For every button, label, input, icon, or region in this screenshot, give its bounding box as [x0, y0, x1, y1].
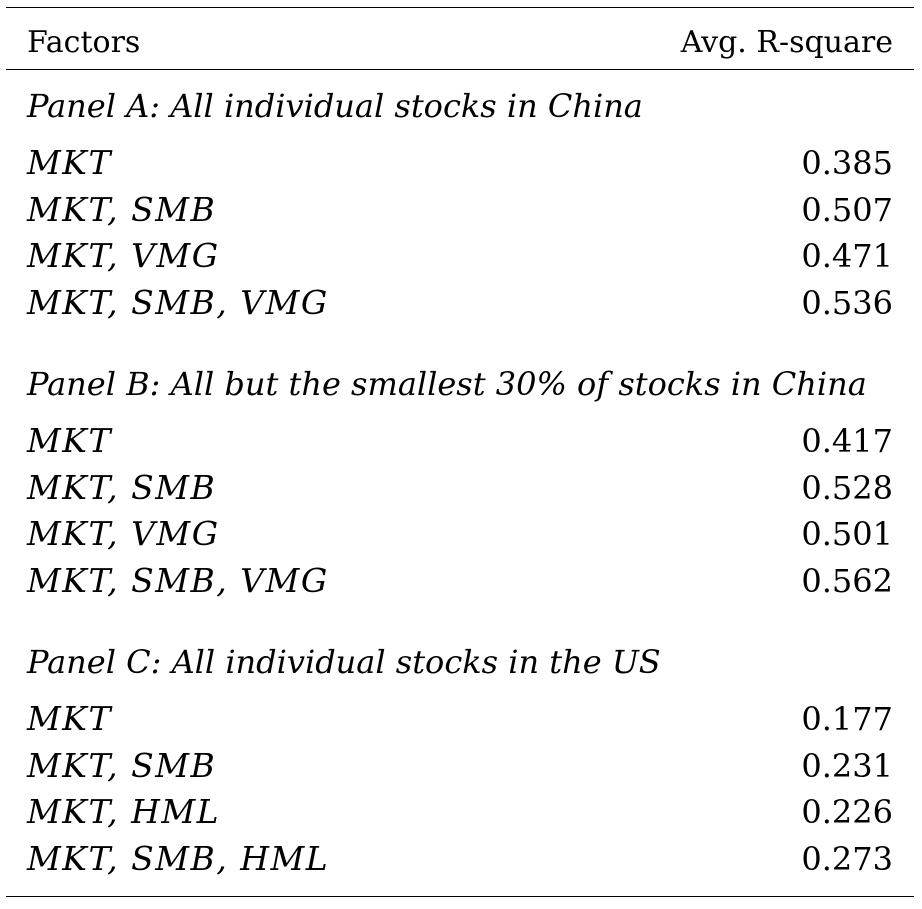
panel-b: Panel B: All but the smallest 30% of sto… — [6, 364, 914, 604]
panel-b-title: Panel B: All but the smallest 30% of sto… — [27, 365, 867, 403]
row-value: 0.507 — [801, 190, 893, 229]
row-factors: MKT, VMG — [27, 514, 220, 553]
table-top-rule — [6, 7, 914, 8]
panel-a: Panel A: All individual stocks in China … — [6, 86, 914, 326]
table-row: MKT, SMB, VMG 0.536 — [6, 280, 914, 327]
panel-c-title: Panel C: All individual stocks in the US — [27, 643, 661, 681]
row-value: 0.417 — [801, 422, 893, 460]
table-row: MKT, HML 0.226 — [6, 789, 914, 836]
table-row: MKT, VMG 0.471 — [6, 233, 914, 280]
table-row: MKT, SMB 0.507 — [6, 187, 914, 234]
table-row: MKT, VMG 0.501 — [6, 511, 914, 558]
table-bottom-rule — [6, 896, 914, 897]
table-row: MKT 0.385 — [6, 140, 914, 187]
table-row: MKT, SMB, HML 0.273 — [6, 836, 914, 883]
row-factors: MKT, SMB — [27, 189, 217, 229]
table-row: MKT, SMB 0.231 — [6, 743, 914, 790]
row-factors: MKT, SMB — [27, 745, 217, 785]
panel-c: Panel C: All individual stocks in the US… — [6, 642, 914, 882]
table-row: MKT, SMB 0.528 — [6, 465, 914, 512]
row-value: 0.528 — [801, 468, 893, 507]
row-factors: MKT, HML — [27, 792, 221, 831]
table-row: MKT 0.177 — [6, 696, 914, 743]
panel-a-title: Panel A: All individual stocks in China — [27, 87, 643, 125]
row-value: 0.273 — [801, 839, 893, 878]
row-factors: MKT, SMB, HML — [27, 838, 330, 878]
row-factors: MKT — [27, 421, 112, 460]
row-factors: MKT, SMB, VMG — [27, 560, 329, 600]
row-factors: MKT, SMB — [27, 467, 217, 507]
table-row: MKT 0.417 — [6, 418, 914, 465]
header-avg-r-square: Avg. R-square — [680, 25, 893, 60]
row-factors: MKT, VMG — [27, 236, 220, 275]
row-value: 0.177 — [801, 700, 893, 738]
table-header: Factors Avg. R-square — [6, 8, 914, 70]
header-factors: Factors — [27, 25, 141, 60]
row-value: 0.536 — [801, 283, 893, 322]
results-table: Factors Avg. R-square Panel A: All indiv… — [6, 7, 914, 897]
row-factors: MKT — [27, 143, 112, 182]
row-value: 0.562 — [801, 561, 893, 600]
row-factors: MKT, SMB, VMG — [27, 282, 329, 322]
row-value: 0.231 — [801, 746, 893, 785]
row-factors: MKT — [27, 699, 112, 738]
row-value: 0.385 — [801, 144, 893, 182]
row-value: 0.471 — [801, 237, 893, 275]
row-value: 0.501 — [801, 515, 893, 553]
table-row: MKT, SMB, VMG 0.562 — [6, 558, 914, 605]
row-value: 0.226 — [801, 793, 893, 831]
